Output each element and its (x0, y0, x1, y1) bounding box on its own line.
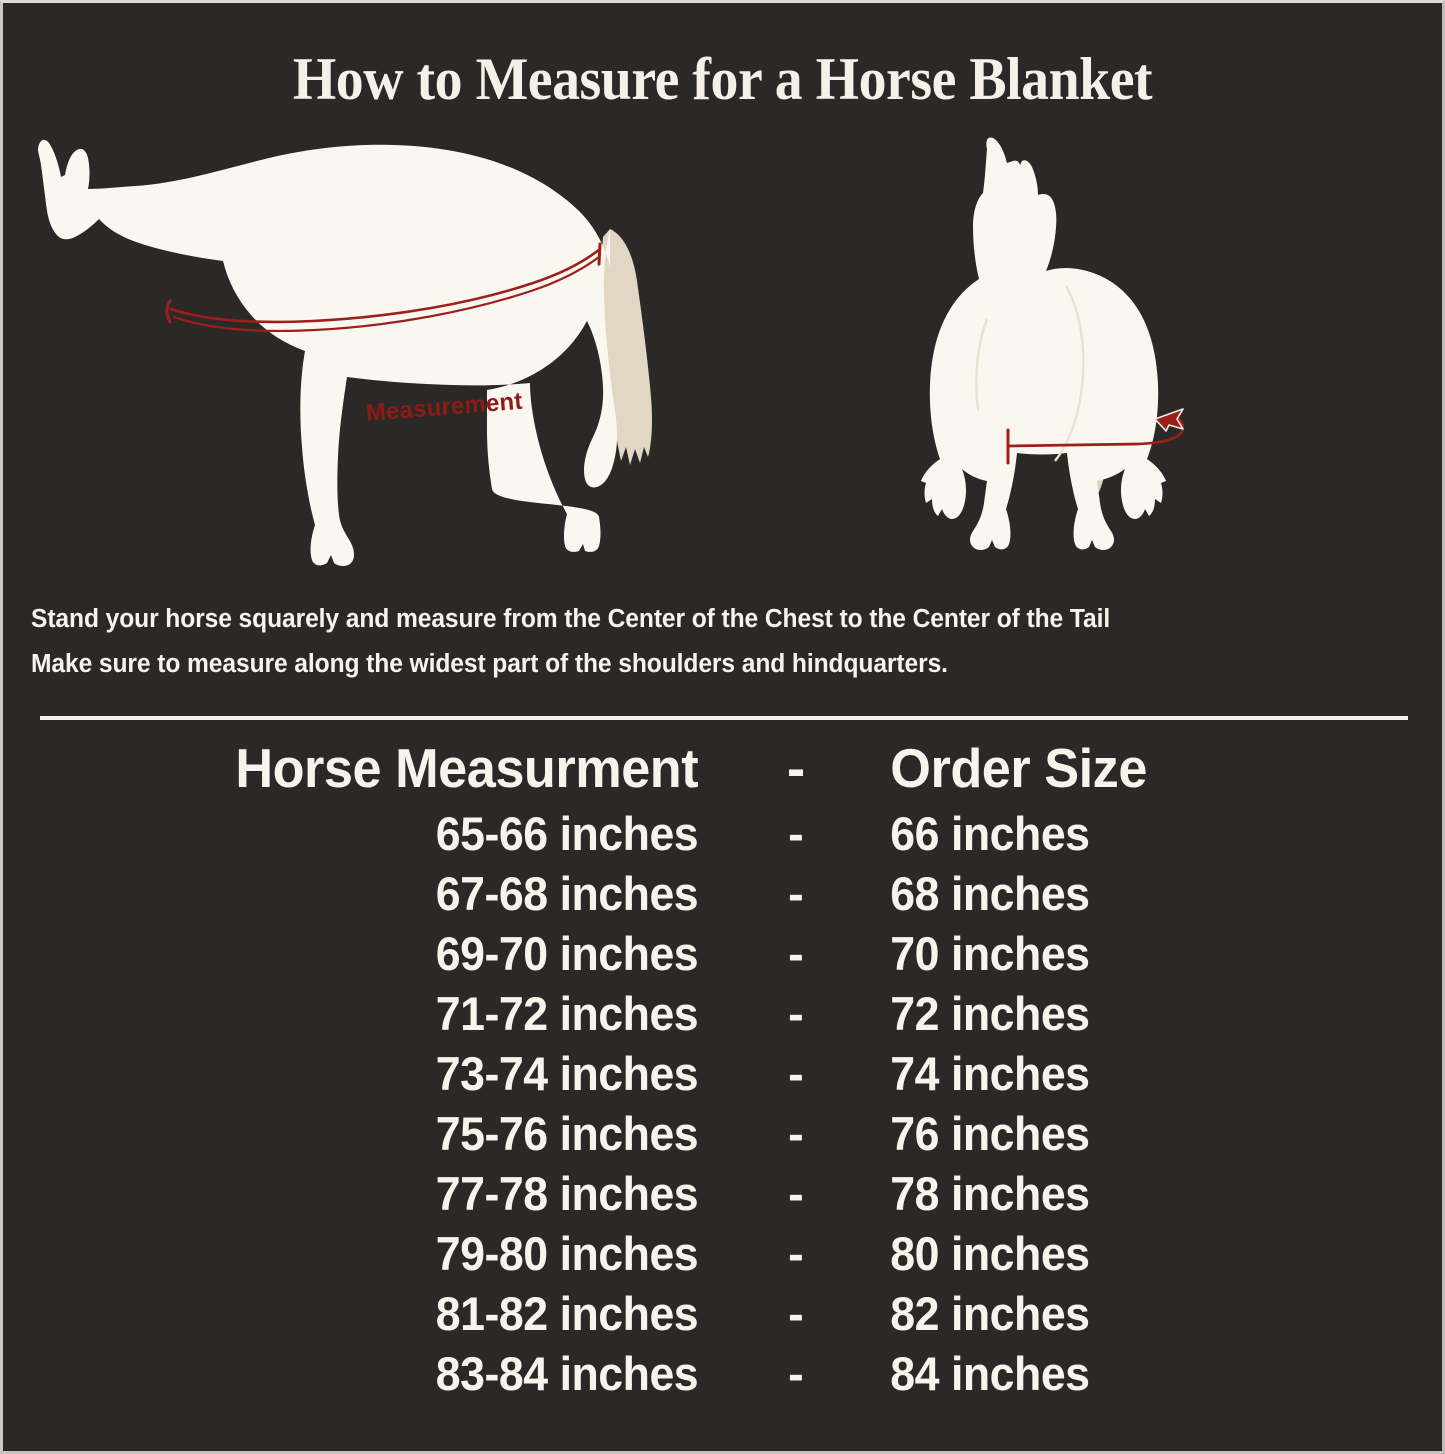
cell-dash: - (788, 1227, 804, 1280)
table-row: 81-82 inches - 82 inches (3, 1286, 1442, 1346)
measurement-line-rear (1006, 442, 1140, 448)
cell-dash: - (788, 1287, 804, 1340)
horse-side-body (38, 139, 618, 566)
cell-measurement: 69-70 inches (435, 927, 699, 980)
table-header-row: Horse Measurment - Order Size (3, 736, 1442, 806)
column-header-dash: - (786, 737, 806, 799)
table-row: 65-66 inches - 66 inches (3, 806, 1442, 866)
cell-order-size: 70 inches (890, 927, 1090, 980)
cell-order-size: 78 inches (890, 1167, 1090, 1220)
table-row: 83-84 inches - 84 inches (3, 1346, 1442, 1406)
cell-order-size: 76 inches (890, 1107, 1090, 1160)
cell-order-size: 82 inches (890, 1287, 1090, 1340)
cell-measurement: 65-66 inches (435, 807, 699, 860)
horse-side-view (38, 139, 652, 566)
column-header-measurement: Horse Measurment (235, 737, 699, 799)
table-row: 67-68 inches - 68 inches (3, 866, 1442, 926)
section-divider (40, 716, 1408, 720)
table-row: 69-70 inches - 70 inches (3, 926, 1442, 986)
measurement-tick-tail (597, 242, 602, 266)
cell-dash: - (788, 927, 804, 980)
cell-dash: - (788, 1347, 804, 1400)
horse-rear-body (921, 137, 1166, 550)
cell-dash: - (788, 987, 804, 1040)
page-title: How to Measure for a Horse Blanket (292, 46, 1153, 112)
horse-rear-hindquarter-contour (1054, 285, 1085, 462)
horse-rear-view (921, 137, 1185, 550)
cell-order-size: 74 inches (890, 1047, 1090, 1100)
cell-measurement: 79-80 inches (435, 1227, 699, 1280)
horse-illustration-band: Measurement (3, 131, 1442, 583)
horse-side-tail (602, 229, 652, 465)
table-row: 73-74 inches - 74 inches (3, 1046, 1442, 1106)
cell-measurement: 83-84 inches (435, 1347, 699, 1400)
column-header-order-size: Order Size (890, 737, 1147, 799)
cell-order-size: 66 inches (890, 807, 1090, 860)
cell-measurement: 71-72 inches (435, 987, 699, 1040)
size-chart-table: Horse Measurment - Order Size 65-66 inch… (3, 736, 1442, 1406)
cell-dash: - (788, 867, 804, 920)
horse-diagrams-svg (38, 137, 1185, 566)
instructions-block: Stand your horse squarely and measure fr… (31, 597, 1378, 687)
cell-measurement: 73-74 inches (435, 1047, 699, 1100)
measurement-curve-rear (1136, 414, 1185, 446)
measurement-arrowhead-rear (1154, 408, 1184, 432)
cell-order-size: 68 inches (890, 867, 1090, 920)
cell-order-size: 80 inches (890, 1227, 1090, 1280)
cell-dash: - (788, 1047, 804, 1100)
table-row: 77-78 inches - 78 inches (3, 1166, 1442, 1226)
cell-order-size: 84 inches (890, 1347, 1090, 1400)
cell-dash: - (788, 807, 804, 860)
cell-measurement: 75-76 inches (435, 1107, 699, 1160)
table-row: 71-72 inches - 72 inches (3, 986, 1442, 1046)
instructions-line-1: Stand your horse squarely and measure fr… (31, 605, 1111, 633)
table-row: 75-76 inches - 76 inches (3, 1106, 1442, 1166)
cell-measurement: 77-78 inches (435, 1167, 699, 1220)
measurement-line-side (169, 247, 602, 324)
cell-dash: - (788, 1167, 804, 1220)
table-row: 79-80 inches - 80 inches (3, 1226, 1442, 1286)
cell-measurement: 81-82 inches (435, 1287, 699, 1340)
cell-measurement: 67-68 inches (435, 867, 699, 920)
instructions-line-2: Make sure to measure along the widest pa… (31, 650, 948, 678)
cell-order-size: 72 inches (890, 987, 1090, 1040)
measurement-tick-chest (165, 299, 172, 324)
measurement-line-side-lower (172, 255, 601, 333)
cell-dash: - (788, 1107, 804, 1160)
horse-rear-shoulder-contour (975, 318, 989, 412)
